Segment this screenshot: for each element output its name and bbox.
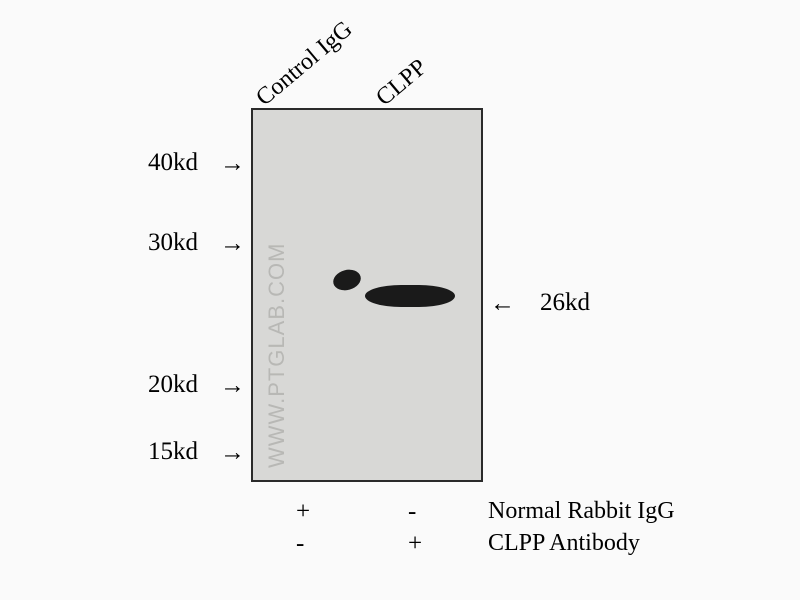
protein-band xyxy=(365,285,455,307)
marker-label: 40kd xyxy=(148,149,198,177)
table-symbol: - xyxy=(408,498,416,526)
lane-label: Control IgG xyxy=(251,16,358,112)
arrow-right-icon: → xyxy=(220,229,245,258)
watermark-text: WWW.PTGLAB.COM xyxy=(264,243,290,468)
marker-label: 20kd xyxy=(148,371,198,399)
band-arrow: ← xyxy=(490,289,515,318)
table-symbol: + xyxy=(296,498,310,526)
antibody-label: Normal Rabbit IgG xyxy=(488,498,675,525)
antibody-label: CLPP Antibody xyxy=(488,530,640,557)
arrow-right-icon: → xyxy=(220,149,245,178)
lane-label: CLPP xyxy=(371,54,432,112)
table-symbol: - xyxy=(296,530,304,558)
band-annotation-label: 26kd xyxy=(540,289,590,317)
arrow-right-icon: → xyxy=(220,371,245,400)
marker-label: 30kd xyxy=(148,229,198,257)
figure-container: WWW.PTGLAB.COM Control IgGCLPP 40kd → 30kd… xyxy=(0,0,800,600)
marker-label: 15kd xyxy=(148,438,198,466)
arrow-right-icon: → xyxy=(220,438,245,467)
table-symbol: + xyxy=(408,530,422,558)
